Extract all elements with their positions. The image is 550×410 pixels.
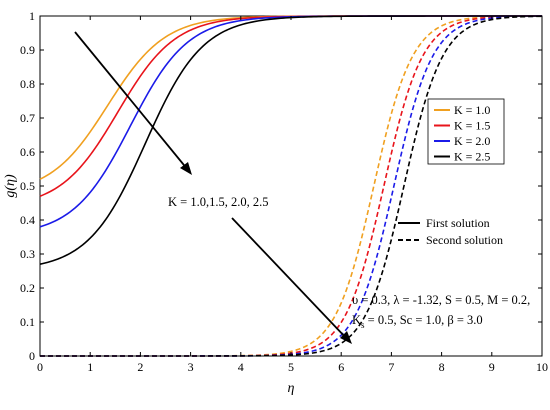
x-tick-label: 10 [536,360,548,374]
legend-label: K = 2.0 [454,134,490,148]
y-tick-label: 0.5 [20,179,35,193]
x-tick-label: 6 [338,360,344,374]
y-axis-title: g(η) [3,174,18,198]
ks-symbol: K [352,313,361,327]
linestyle-legend: First solution Second solution [398,216,503,247]
legend-label: K = 1.0 [454,103,490,117]
arrow-lower [231,217,352,344]
x-tick-label: 2 [137,360,143,374]
legend-first-solution-label: First solution [426,216,490,230]
y-tick-label: 0.7 [20,111,35,125]
y-tick-label: 0 [29,349,35,363]
x-tick-label: 7 [388,360,394,374]
y-tick-label: 0.6 [20,145,35,159]
legend-second-solution-label: Second solution [426,233,503,247]
legend-label: K = 1.5 [454,119,490,133]
x-tick-label: 0 [37,360,43,374]
y-tick-label: 0.1 [20,315,35,329]
parameters-line-1: υ = 0.3, λ = -1.32, S = 0.5, M = 0.2, [352,293,530,307]
x-tick-label: 8 [439,360,445,374]
x-tick-label: 9 [489,360,495,374]
x-tick-label: 3 [188,360,194,374]
y-tick-label: 0.8 [20,77,35,91]
legend-label: K = 2.5 [454,150,490,164]
y-tick-label: 0.2 [20,281,35,295]
x-tick-label: 4 [238,360,244,374]
y-tick-label: 0.4 [20,213,35,227]
y-tick-label: 0.9 [20,43,35,57]
legend: K = 1.0 K = 1.5K = 2.0 K = 2.5 [434,103,490,164]
parameters-line-2-rest: = 0.5, Sc = 1.0, β = 3.0 [365,313,483,327]
x-axis-title: η [288,381,295,396]
ks-subscript: s [361,320,365,330]
k-values-annotation: K = 1.0,1.5, 2.0, 2.5 [168,195,268,209]
tick-group: 0 1 2 3 4 5 6 7 8 9 10 0 0.1 0.2 0.3 0.4 0.5 0.6 0.7 0.8 0.9… [20,9,548,374]
x-tick-label: 1 [87,360,93,374]
parameters-line-2: Ks = 0.5, Sc = 1.0, β = 3.0 [352,313,483,330]
y-tick-label: 1 [29,9,35,23]
y-tick-label: 0.3 [20,247,35,261]
arrow-upper [74,31,192,175]
x-tick-label: 5 [288,360,294,374]
